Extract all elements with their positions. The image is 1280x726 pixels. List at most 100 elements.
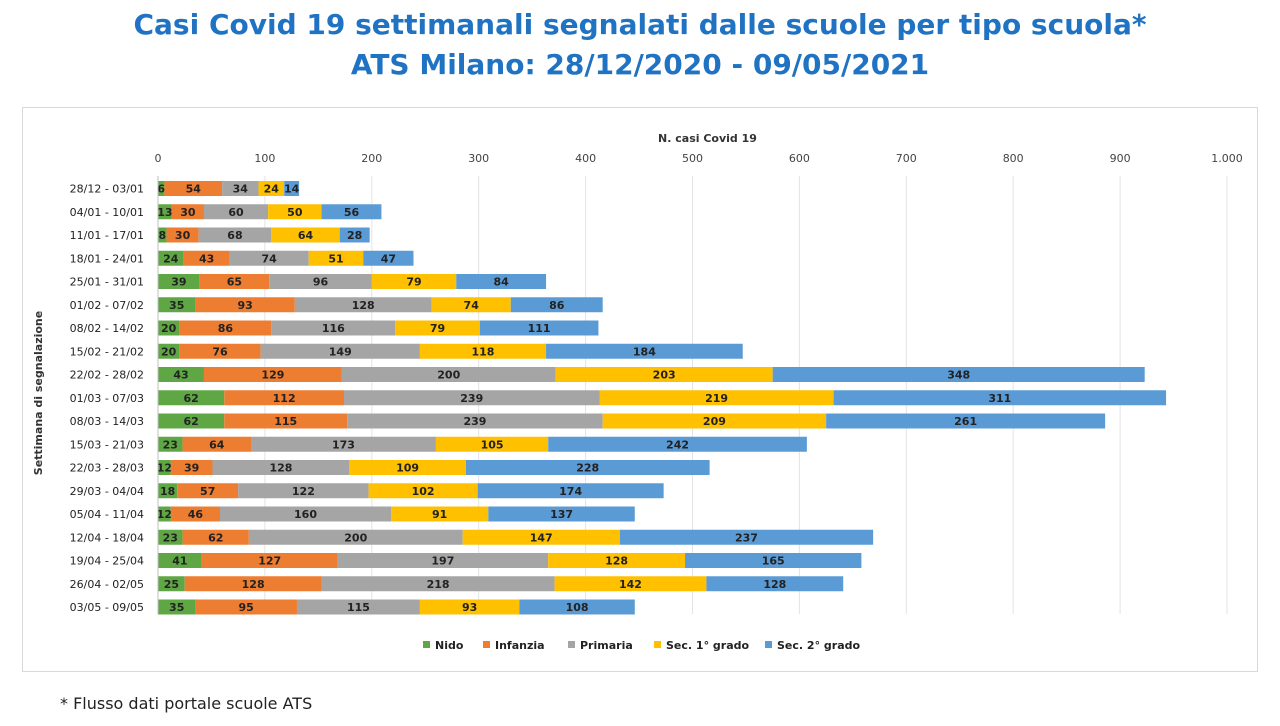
legend-label: Primaria bbox=[580, 639, 633, 652]
data-label: 62 bbox=[208, 531, 223, 544]
data-label: 239 bbox=[460, 392, 483, 405]
x-tick-label: 100 bbox=[254, 152, 275, 165]
bar-segment bbox=[170, 460, 213, 475]
bar-segment bbox=[158, 181, 165, 196]
legend-swatch bbox=[568, 641, 575, 648]
bar-segment bbox=[619, 529, 874, 545]
x-tick-label: 500 bbox=[682, 152, 703, 165]
data-label: 50 bbox=[287, 206, 303, 219]
data-label: 184 bbox=[633, 345, 656, 358]
legend-swatch bbox=[423, 641, 430, 648]
bar-segment bbox=[477, 483, 664, 499]
data-label: 13 bbox=[157, 206, 172, 219]
bar-segment bbox=[158, 320, 180, 336]
bar-segment bbox=[179, 343, 261, 359]
bar-segment bbox=[203, 367, 342, 382]
data-label: 261 bbox=[954, 415, 977, 428]
bar-segment bbox=[321, 576, 555, 592]
data-label: 165 bbox=[762, 555, 785, 568]
data-label: 237 bbox=[735, 531, 758, 544]
data-label: 128 bbox=[352, 299, 375, 312]
category-label: 11/01 - 17/01 bbox=[70, 229, 144, 242]
data-label: 18 bbox=[160, 485, 175, 498]
data-label: 76 bbox=[212, 345, 228, 358]
bar-segment bbox=[171, 204, 204, 220]
data-label: 93 bbox=[237, 299, 252, 312]
bar-segment bbox=[158, 553, 202, 568]
bar-segment bbox=[184, 576, 322, 592]
data-label: 39 bbox=[184, 462, 199, 475]
bar-segment bbox=[271, 320, 396, 336]
bar-segment bbox=[158, 227, 167, 243]
data-label: 218 bbox=[427, 578, 450, 591]
bar-segment bbox=[391, 506, 489, 522]
bar-segment bbox=[164, 181, 223, 196]
bar-segment bbox=[772, 367, 1145, 382]
chart-area: N. casi Covid 19 0 100 200 300 400 500 600 700 80… bbox=[22, 107, 1258, 672]
chart-subtitle: ATS Milano: 28/12/2020 - 09/05/2021 bbox=[350, 48, 930, 81]
legend-label: Nido bbox=[435, 639, 464, 652]
legend-label: Infanzia bbox=[495, 639, 545, 652]
data-label: 115 bbox=[274, 415, 297, 428]
footnote: * Flusso dati portale scuole ATS bbox=[60, 694, 313, 713]
bar-segment bbox=[177, 483, 239, 499]
data-label: 12 bbox=[157, 462, 172, 475]
bar-segment bbox=[158, 204, 172, 220]
bar-segment bbox=[602, 413, 827, 429]
data-label: 116 bbox=[322, 322, 345, 335]
data-label: 47 bbox=[381, 252, 396, 265]
data-label: 128 bbox=[605, 555, 628, 568]
bar-segment bbox=[554, 576, 707, 592]
data-label: 34 bbox=[233, 183, 249, 196]
stacked-bar-chart: N. casi Covid 190 100 200 300 400 500 600 700 80… bbox=[32, 132, 1243, 652]
bar-segment bbox=[419, 343, 547, 359]
bar-segment bbox=[337, 553, 549, 568]
x-tick-label: 1.000 bbox=[1211, 152, 1243, 165]
legend-swatch bbox=[654, 641, 661, 648]
data-label: 74 bbox=[262, 252, 278, 265]
data-label: 86 bbox=[218, 322, 234, 335]
data-label: 20 bbox=[161, 345, 177, 358]
bar-segment bbox=[203, 204, 269, 220]
data-label: 51 bbox=[328, 252, 343, 265]
bar-segment bbox=[284, 181, 300, 196]
bar-segment bbox=[349, 460, 466, 475]
data-label: 311 bbox=[988, 392, 1011, 405]
bar-segment bbox=[510, 297, 603, 313]
data-label: 79 bbox=[430, 322, 445, 335]
category-label: 26/04 - 02/05 bbox=[70, 578, 144, 591]
bar-segment bbox=[158, 413, 225, 429]
data-label: 105 bbox=[481, 438, 504, 451]
data-label: 39 bbox=[171, 276, 186, 289]
x-tick-label: 900 bbox=[1110, 152, 1131, 165]
x-tick-label: 800 bbox=[1003, 152, 1024, 165]
bar-segment bbox=[371, 274, 457, 289]
category-label: 08/02 - 14/02 bbox=[70, 322, 144, 335]
data-label: 24 bbox=[163, 252, 179, 265]
data-label: 43 bbox=[199, 252, 214, 265]
x-tick-label: 200 bbox=[361, 152, 382, 165]
data-label: 149 bbox=[329, 345, 352, 358]
data-label: 209 bbox=[703, 415, 726, 428]
x-axis-title: N. casi Covid 19 bbox=[658, 132, 757, 145]
bar-segment bbox=[706, 576, 844, 592]
bar-segment bbox=[238, 483, 369, 499]
data-label: 122 bbox=[292, 485, 315, 498]
bar-segment bbox=[833, 390, 1167, 406]
data-label: 128 bbox=[269, 462, 292, 475]
bar-segment bbox=[198, 227, 272, 243]
bar-segment bbox=[431, 297, 511, 313]
bar-segment bbox=[347, 413, 603, 429]
y-axis-title: Settimana di segnalazione bbox=[32, 311, 45, 475]
legend-label: Sec. 2° grado bbox=[777, 639, 860, 652]
bar-segment bbox=[158, 529, 183, 545]
bar-segment bbox=[268, 204, 322, 220]
bar-segment bbox=[341, 367, 556, 382]
bar-segment bbox=[488, 506, 635, 522]
bar-segment bbox=[456, 274, 547, 289]
data-label: 23 bbox=[163, 531, 178, 544]
bar-segment bbox=[183, 250, 230, 266]
bar-segment bbox=[479, 320, 599, 336]
category-label: 25/01 - 31/01 bbox=[70, 276, 144, 289]
data-label: 56 bbox=[344, 206, 360, 219]
